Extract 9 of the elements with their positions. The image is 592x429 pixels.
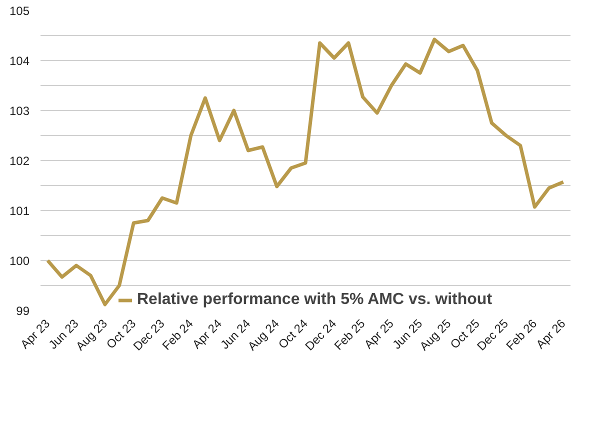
y-tick-label: 101	[9, 204, 30, 218]
y-tick-label: 102	[9, 154, 30, 168]
line-series	[46, 38, 566, 306]
y-tick-label: 105	[9, 4, 30, 18]
y-tick-label: 100	[9, 254, 30, 268]
y-tick-label: 99	[16, 304, 30, 318]
legend-label: Relative performance with 5% AMC vs. without	[136, 291, 492, 309]
y-tick-label: 103	[9, 104, 30, 118]
y-tick-label: 104	[9, 54, 30, 68]
